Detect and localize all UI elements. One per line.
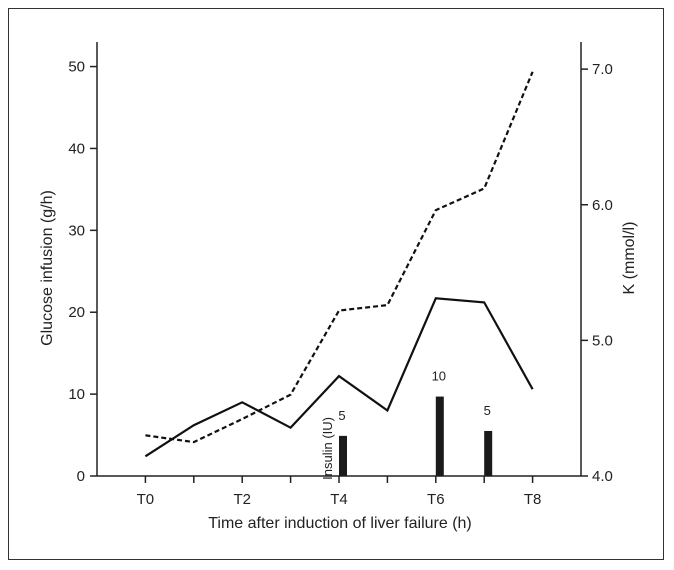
y-left-tick-label: 40: [68, 140, 85, 157]
insulin-bar: [435, 396, 444, 476]
y-left-tick-label: 0: [77, 468, 85, 485]
axes: 0 10 20 30 40 50 4.0 5.0 6.0 7.0 T0 T2 T4 T6 T8: [68, 42, 613, 508]
glucose-infusion-line: [144, 297, 534, 458]
x-tick-label: T6: [427, 491, 445, 508]
insulin-bar: [339, 435, 347, 476]
x-tick-label: T4: [330, 491, 348, 508]
insulin-bar-value-label: 10: [432, 369, 446, 384]
potassium-line: [145, 71, 534, 444]
insulin-bar: [484, 430, 493, 476]
y-right-tick-label: 5.0: [592, 332, 613, 349]
chart-frame: [8, 8, 664, 560]
insulin-bar-value-label: 5: [338, 408, 345, 423]
y-right-tick-label: 4.0: [592, 468, 613, 485]
x-axis-title: Time after induction of liver failure (h…: [208, 515, 472, 532]
insulin-axis-label: Insulin (IU): [320, 417, 335, 480]
y-left-tick-label: 30: [68, 222, 85, 239]
y-left-tick-label: 20: [68, 304, 85, 321]
x-tick-label: T2: [233, 491, 251, 508]
y-axis-left-title: Glucose infusion (g/h): [39, 190, 56, 346]
series-lines: [144, 71, 534, 458]
y-left-tick-label: 50: [68, 59, 85, 76]
y-left-tick-label: 10: [68, 386, 85, 403]
x-tick-label: T0: [137, 491, 155, 508]
y-axis-right-title: K (mmol/l): [621, 222, 638, 295]
y-right-tick-label: 7.0: [592, 61, 613, 78]
insulin-bar-value-label: 5: [484, 403, 491, 418]
y-right-tick-label: 6.0: [592, 197, 613, 214]
x-tick-label: T8: [524, 491, 542, 508]
